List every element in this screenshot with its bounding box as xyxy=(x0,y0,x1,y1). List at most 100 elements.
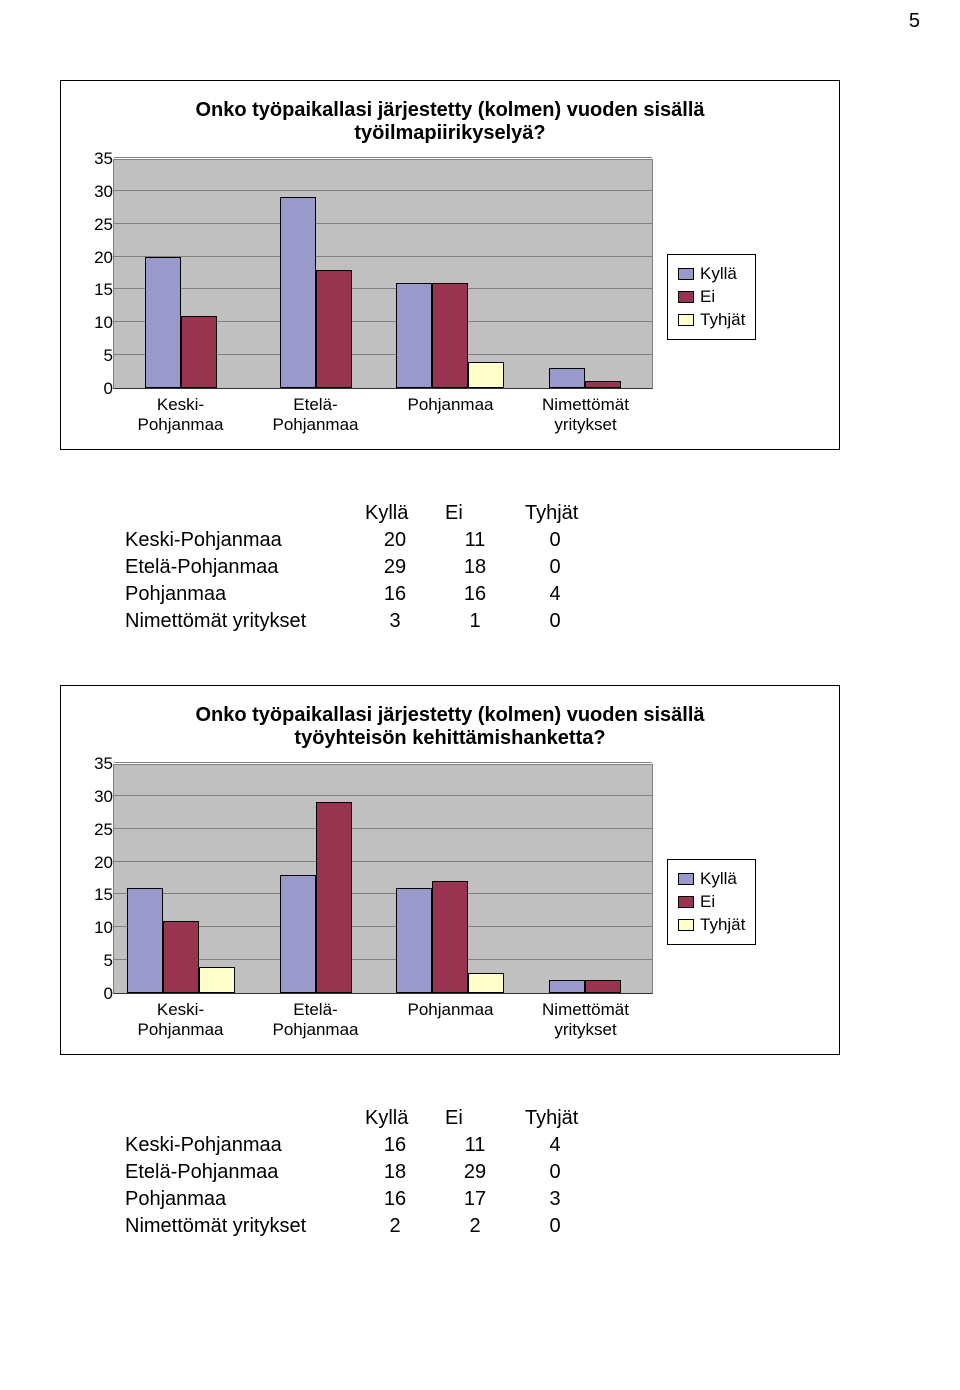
bar xyxy=(280,197,316,388)
table-cell: Etelä-Pohjanmaa xyxy=(115,554,355,581)
x-label: Etelä- Pohjanmaa xyxy=(248,1000,383,1040)
chart-2-plot-area xyxy=(113,764,653,994)
table-header-cell xyxy=(115,500,355,527)
bar-group xyxy=(114,160,249,388)
table-cell: 0 xyxy=(515,1159,595,1186)
legend-swatch xyxy=(678,314,694,326)
bar xyxy=(316,270,352,388)
table-header-cell: Kyllä xyxy=(355,1105,435,1132)
table-row: Pohjanmaa16164 xyxy=(115,581,595,608)
table-cell: 3 xyxy=(355,608,435,635)
bar xyxy=(199,967,235,993)
bar-group xyxy=(114,765,249,993)
bar xyxy=(468,362,504,388)
bar xyxy=(396,283,432,388)
bar-group xyxy=(518,160,653,388)
table-header-cell: Tyhjät xyxy=(515,1105,595,1132)
legend-label: Tyhjät xyxy=(700,915,745,935)
chart-1-legend: Kyllä Ei Tyhjät xyxy=(667,254,756,340)
table-row: Nimettömät yritykset310 xyxy=(115,608,595,635)
table-row: Nimettömät yritykset220 xyxy=(115,1213,595,1240)
chart-2-y-axis: 35302520151050 xyxy=(83,764,113,994)
table-row: Keski-Pohjanmaa20110 xyxy=(115,527,595,554)
bar-group xyxy=(383,765,518,993)
legend-item: Kyllä xyxy=(678,264,745,284)
legend-swatch xyxy=(678,896,694,908)
chart-2-title: Onko työpaikallasi järjestetty (kolmen) … xyxy=(153,704,747,750)
bar xyxy=(396,888,432,993)
table-cell: 18 xyxy=(435,554,515,581)
table-cell: 16 xyxy=(435,581,515,608)
table-cell: 1 xyxy=(435,608,515,635)
table-cell: 29 xyxy=(435,1159,515,1186)
table-header-cell: Tyhjät xyxy=(515,500,595,527)
legend-swatch xyxy=(678,291,694,303)
chart-1-y-axis: 35302520151050 xyxy=(83,159,113,389)
table-header-row: KylläEiTyhjät xyxy=(115,1105,595,1132)
legend-item: Tyhjät xyxy=(678,915,745,935)
x-label: Pohjanmaa xyxy=(383,1000,518,1040)
table-cell: 17 xyxy=(435,1186,515,1213)
table-cell: 4 xyxy=(515,1132,595,1159)
bar xyxy=(585,381,621,388)
table-row: Pohjanmaa16173 xyxy=(115,1186,595,1213)
bar-group xyxy=(249,765,384,993)
table-cell: Keski-Pohjanmaa xyxy=(115,527,355,554)
table-cell: 0 xyxy=(515,1213,595,1240)
table-row: Keski-Pohjanmaa16114 xyxy=(115,1132,595,1159)
table-cell: 0 xyxy=(515,554,595,581)
legend-swatch xyxy=(678,268,694,280)
table-cell: 2 xyxy=(435,1213,515,1240)
legend-label: Ei xyxy=(700,287,715,307)
table-cell: Keski-Pohjanmaa xyxy=(115,1132,355,1159)
bar xyxy=(316,802,352,993)
table-cell: Pohjanmaa xyxy=(115,581,355,608)
legend-item: Ei xyxy=(678,892,745,912)
table-header-cell: Ei xyxy=(435,500,515,527)
table-cell: 29 xyxy=(355,554,435,581)
bar xyxy=(163,921,199,993)
chart-1-title: Onko työpaikallasi järjestetty (kolmen) … xyxy=(153,99,747,145)
table-header-cell: Ei xyxy=(435,1105,515,1132)
chart-1: Onko työpaikallasi järjestetty (kolmen) … xyxy=(60,80,840,450)
bar-group xyxy=(518,765,653,993)
bar xyxy=(280,875,316,993)
legend-label: Ei xyxy=(700,892,715,912)
table-cell: Nimettömät yritykset xyxy=(115,1213,355,1240)
table-header-cell: Kyllä xyxy=(355,500,435,527)
table-cell: 11 xyxy=(435,1132,515,1159)
table-cell: 0 xyxy=(515,608,595,635)
chart-1-x-labels: Keski- PohjanmaaEtelä- PohjanmaaPohjanma… xyxy=(113,395,653,435)
bar xyxy=(549,368,585,388)
x-label: Nimettömät yritykset xyxy=(518,395,653,435)
legend-swatch xyxy=(678,919,694,931)
page-number: 5 xyxy=(909,10,920,33)
table-cell: Pohjanmaa xyxy=(115,1186,355,1213)
table-cell: 11 xyxy=(435,527,515,554)
table-header-row: KylläEiTyhjät xyxy=(115,500,595,527)
chart-2: Onko työpaikallasi järjestetty (kolmen) … xyxy=(60,685,840,1055)
bar xyxy=(432,283,468,388)
table-cell: 20 xyxy=(355,527,435,554)
table-cell: 16 xyxy=(355,1132,435,1159)
bar xyxy=(468,973,504,993)
bar xyxy=(127,888,163,993)
page: 5 Onko työpaikallasi järjestetty (kolmen… xyxy=(0,0,960,1390)
bar-group xyxy=(249,160,384,388)
table-cell: 16 xyxy=(355,1186,435,1213)
table-cell: Etelä-Pohjanmaa xyxy=(115,1159,355,1186)
table-cell: Nimettömät yritykset xyxy=(115,608,355,635)
bar xyxy=(549,980,585,993)
bar xyxy=(585,980,621,993)
x-label: Nimettömät yritykset xyxy=(518,1000,653,1040)
legend-label: Kyllä xyxy=(700,264,737,284)
table-cell: 0 xyxy=(515,527,595,554)
legend-label: Tyhjät xyxy=(700,310,745,330)
table-cell: 18 xyxy=(355,1159,435,1186)
grid-line xyxy=(114,157,652,158)
x-label: Pohjanmaa xyxy=(383,395,518,435)
table-cell: 3 xyxy=(515,1186,595,1213)
legend-label: Kyllä xyxy=(700,869,737,889)
x-label: Etelä- Pohjanmaa xyxy=(248,395,383,435)
table-cell: 16 xyxy=(355,581,435,608)
